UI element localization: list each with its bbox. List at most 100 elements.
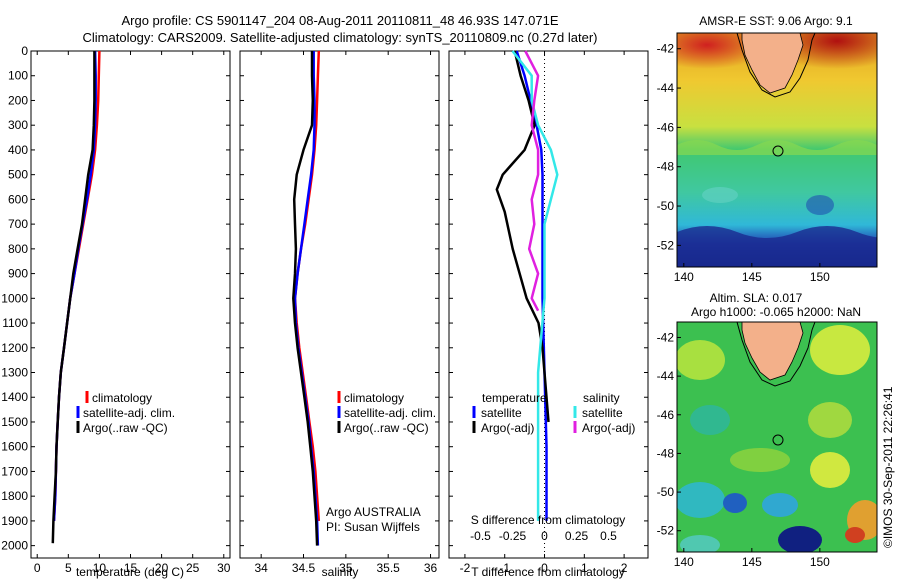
y-tick-label: 1100 <box>2 316 28 330</box>
series-line-satellite-adj-clim- <box>52 50 97 521</box>
temperature-x-label: temperature (deg C) <box>76 565 184 579</box>
map-x-tick-label: 150 <box>810 555 830 569</box>
map-x-tick-label: 150 <box>810 270 830 284</box>
map-x-tick-label: 140 <box>674 270 694 284</box>
series-line-argo-raw-qc- <box>292 51 319 546</box>
y-tick-label: 700 <box>8 217 28 231</box>
x-tick-label: 1 <box>581 561 588 575</box>
legend-label-climatology: climatology <box>344 391 404 405</box>
legend-header-salinity: salinity <box>583 391 620 405</box>
map-y-tick-label: -46 <box>657 408 675 422</box>
series-line-climatology <box>52 50 101 521</box>
sst-map-title: AMSR-E SST: 9.06 Argo: 9.1 <box>699 14 853 28</box>
salinity-plot: 34 34.5 35 35.5 36 <box>240 50 439 575</box>
y-tick-label: 1400 <box>1 390 28 404</box>
series-line-argo-adj- <box>495 50 550 423</box>
x-tick-label: 34.5 <box>292 561 316 575</box>
legend-label-argo: Argo(..raw -QC) <box>344 421 429 435</box>
x-tick-label: 0 <box>34 561 41 575</box>
legend-label-temp-argo: Argo(-adj) <box>481 421 534 435</box>
map-x-tick-label: 145 <box>742 270 762 284</box>
x-tick-label: 35 <box>339 561 353 575</box>
tasmania-landmass <box>741 33 804 94</box>
series-line-satellite <box>515 50 548 521</box>
sla-map-title-line1: Altim. SLA: 0.017 <box>710 291 803 305</box>
y-tick-label: 800 <box>8 242 28 256</box>
map-y-tick-label: -52 <box>657 524 675 538</box>
sst-argo-position-marker <box>772 145 784 157</box>
tasmania-landmass <box>741 322 804 381</box>
difference-legend: temperature salinity satellite Argo(-adj… <box>472 391 635 435</box>
difference-plot-frame <box>448 50 649 559</box>
sst-map: AMSR-E SST: 9.06 Argo: 9.1 140 145 150 -42 -… <box>657 14 878 284</box>
x-tick-label: 2 <box>621 561 628 575</box>
x-tick-label: 36 <box>424 561 438 575</box>
y-tick-label: 0 <box>21 44 28 58</box>
x-tick-label: 30 <box>217 561 231 575</box>
series-line-satellite-adj-clim- <box>293 51 320 546</box>
y-tick-label: 1300 <box>1 366 28 380</box>
salinity-annotation-line2: PI: Susan Wijffels <box>326 520 420 534</box>
y-tick-label: 1200 <box>1 341 28 355</box>
difference-x-label: T difference from climatology <box>471 565 625 579</box>
map-y-tick-label: -50 <box>657 485 675 499</box>
temperature-plot-frame <box>30 50 231 559</box>
map-y-tick-label: -48 <box>657 160 675 174</box>
difference-plot: -2 -1 0 1 2 -0.5 -0.25 0 0.25 0.5 <box>449 50 648 575</box>
x-tick-label: 20 <box>155 561 169 575</box>
x-tick-label: 0 <box>541 561 548 575</box>
map-y-tick-label: -42 <box>657 330 675 344</box>
temperature-plot: 0100200300400500600700800900100011001200… <box>1 44 230 575</box>
salinity-legend: climatology satellite-adj. clim. Argo(..… <box>337 391 436 435</box>
x-tick-label: 5 <box>65 561 72 575</box>
header-line1: Argo profile: CS 5901147_204 08-Aug-2011… <box>121 13 558 28</box>
y-tick-label: 1700 <box>1 464 28 478</box>
legend-label-sal-argo: Argo(-adj) <box>582 421 635 435</box>
top-x-tick-label: -0.25 <box>499 529 527 543</box>
y-tick-label: 1000 <box>1 291 28 305</box>
y-tick-label: 500 <box>8 168 28 182</box>
y-tick-label: 900 <box>8 267 28 281</box>
map-y-tick-label: -50 <box>657 199 675 213</box>
sla-argo-position-marker <box>772 434 784 446</box>
x-tick-label: -2 <box>460 561 471 575</box>
y-tick-label: 400 <box>8 143 28 157</box>
y-tick-label: 300 <box>8 118 28 132</box>
map-y-tick-label: -48 <box>657 446 675 460</box>
sla-map-title-line2: Argo h1000: -0.065 h2000: NaN <box>691 305 861 319</box>
x-tick-label: 25 <box>186 561 200 575</box>
top-x-tick-label: 0.25 <box>565 529 589 543</box>
y-tick-label: 100 <box>8 69 28 83</box>
legend-label-climatology: climatology <box>92 391 152 405</box>
top-x-tick-label: 0.5 <box>600 529 617 543</box>
legend-label-satellite: satellite-adj. clim. <box>83 406 175 420</box>
y-tick-label: 600 <box>8 192 28 206</box>
y-tick-label: 1500 <box>1 415 28 429</box>
map-y-tick-label: -44 <box>657 369 675 383</box>
legend-header-temperature: temperature <box>482 391 547 405</box>
header-line2: Climatology: CARS2009. Satellite-adjuste… <box>83 30 598 45</box>
credit-text: ©IMOS 30-Sep-2011 22:26:41 <box>881 386 895 548</box>
salinity-annotation-line1: Argo AUSTRALIA <box>326 505 421 519</box>
map-y-tick-label: -42 <box>657 42 675 56</box>
series-line-argo-raw-qc- <box>51 51 96 544</box>
y-tick-label: 1900 <box>1 514 28 528</box>
legend-label-sal-satellite: satellite <box>582 406 623 420</box>
legend-label-argo: Argo(..raw -QC) <box>83 421 168 435</box>
y-tick-label: 2000 <box>1 539 28 553</box>
top-x-tick-label: 0 <box>541 529 548 543</box>
series-line-satellite <box>511 50 559 521</box>
legend-label-temp-satellite: satellite <box>481 406 522 420</box>
map-x-tick-label: 140 <box>674 555 694 569</box>
x-tick-label: 34 <box>254 561 268 575</box>
x-tick-label: 10 <box>93 561 107 575</box>
map-y-tick-label: -52 <box>657 238 675 252</box>
x-tick-label: 35.5 <box>377 561 401 575</box>
salinity-plot-frame <box>239 50 440 559</box>
top-x-tick-label: -0.5 <box>470 529 491 543</box>
legend-label-satellite: satellite-adj. clim. <box>344 406 436 420</box>
y-tick-label: 200 <box>8 93 28 107</box>
x-tick-label: 15 <box>124 561 138 575</box>
y-tick-label: 1800 <box>1 489 28 503</box>
